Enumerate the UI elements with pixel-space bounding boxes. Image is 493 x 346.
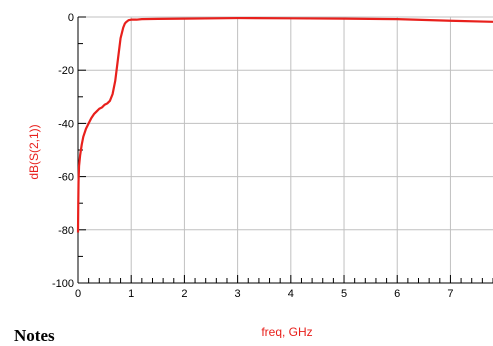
x-tick-label-1: 1 [128, 288, 134, 300]
x-tick-label-2: 2 [181, 288, 187, 300]
y-tick-labels: -100 -80 -60 -40 -20 0 [52, 12, 74, 290]
notes-heading: Notes [14, 326, 55, 345]
x-tick-label-5: 5 [341, 288, 347, 300]
x-tick-label-7: 7 [447, 288, 453, 300]
x-tick-label-3: 3 [235, 288, 241, 300]
y-axis-title: dB(S(2,1)) [27, 124, 41, 179]
series-group [76, 16, 493, 233]
y-tick-label-2: -60 [58, 172, 74, 184]
y-tick-label-1: -80 [58, 225, 74, 237]
x-tick-label-4: 4 [288, 288, 294, 300]
y-tick-label-5: 0 [68, 12, 74, 24]
series-line-0 [76, 16, 493, 233]
chart: 0 1 2 3 4 5 6 7 -100 -80 -60 -40 -20 0 freq, GHz dB(… [27, 12, 493, 338]
x-tick-label-0: 0 [75, 288, 81, 300]
x-axis-title: freq, GHz [261, 325, 312, 338]
y-tick-label-4: -20 [58, 65, 74, 77]
y-gridlines [78, 16, 493, 231]
y-tick-label-3: -40 [58, 118, 74, 130]
x-tick-label-6: 6 [394, 288, 400, 300]
y-minor-ticks [78, 16, 86, 284]
y-tick-label-0: -100 [52, 278, 74, 290]
x-tick-labels: 0 1 2 3 4 5 6 7 [75, 288, 454, 300]
x-minor-ticks [77, 275, 493, 283]
x-gridlines [130, 17, 451, 283]
